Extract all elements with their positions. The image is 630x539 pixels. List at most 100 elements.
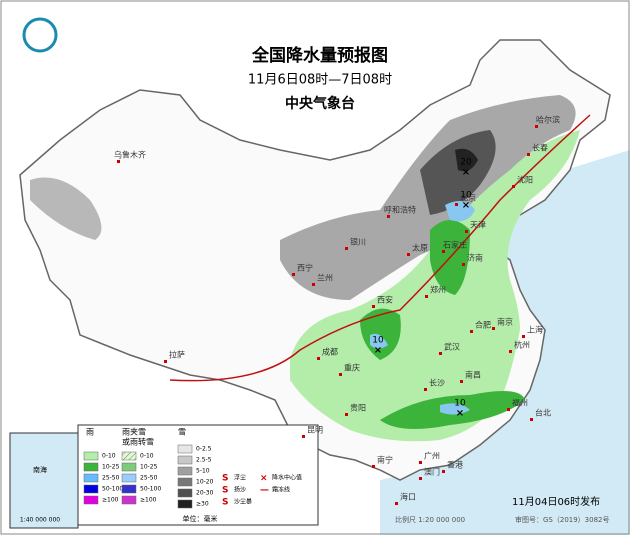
legend-subtitle: 或雨转雪 bbox=[122, 437, 154, 447]
city-label: 上海 bbox=[527, 325, 543, 335]
city-label: 乌鲁木齐 bbox=[114, 150, 146, 160]
center-marker: × bbox=[462, 167, 470, 178]
logo bbox=[22, 17, 58, 53]
legend-label: 10-25 bbox=[140, 464, 158, 471]
city-label: 广州 bbox=[424, 451, 440, 461]
legend-label: 50-100 bbox=[140, 486, 161, 493]
legend-swatch bbox=[83, 484, 99, 494]
city-dot bbox=[312, 283, 315, 286]
legend-label: 0-10 bbox=[140, 453, 154, 460]
city-label: 成都 bbox=[322, 347, 338, 357]
legend-swatch bbox=[121, 451, 137, 461]
city-dot bbox=[507, 408, 510, 411]
city-dot bbox=[339, 373, 342, 376]
city-label: 哈尔滨 bbox=[536, 115, 560, 125]
city-dot bbox=[442, 470, 445, 473]
city-label: 合肥 bbox=[475, 320, 491, 330]
legend-label: ≥100 bbox=[102, 497, 119, 504]
city-dot bbox=[425, 295, 428, 298]
city-label: 福州 bbox=[512, 399, 528, 408]
legend-swatch bbox=[121, 473, 137, 483]
rain-area bbox=[445, 201, 475, 222]
city-dot bbox=[345, 413, 348, 416]
city-dot bbox=[522, 335, 525, 338]
city-dot bbox=[419, 461, 422, 464]
city-label: 银川 bbox=[350, 237, 366, 247]
city-dot bbox=[442, 250, 445, 253]
city-dot bbox=[460, 380, 463, 383]
legend-label: 25-50 bbox=[102, 475, 120, 482]
legend-label: ≥100 bbox=[140, 497, 157, 504]
legend-box bbox=[77, 424, 319, 526]
legend-swatch bbox=[83, 451, 99, 461]
legend-label: 0-2.5 bbox=[196, 446, 212, 453]
city-label: 长沙 bbox=[429, 378, 445, 388]
rain-area bbox=[290, 130, 580, 442]
inset-map bbox=[9, 432, 79, 529]
city-dot bbox=[387, 215, 390, 218]
city-label: 呼和浩特 bbox=[384, 205, 416, 215]
snow-area bbox=[420, 130, 496, 215]
city-dot bbox=[117, 160, 120, 163]
city-label: 海口 bbox=[400, 492, 416, 502]
legend-symbol: × bbox=[260, 474, 268, 484]
legend-label: 扬沙 bbox=[234, 486, 246, 494]
legend-label: ≥30 bbox=[196, 501, 209, 508]
approval: 审图号：GS（2019）3082号 bbox=[515, 515, 610, 524]
city-label: 北京 bbox=[460, 193, 476, 203]
center-marker: × bbox=[456, 408, 464, 419]
legend-label: 沙尘暴 bbox=[234, 498, 252, 506]
legend-symbol: S bbox=[222, 486, 228, 496]
rain-area bbox=[360, 308, 401, 360]
city-dot bbox=[164, 360, 167, 363]
legend-unit: 单位：毫米 bbox=[183, 514, 218, 523]
city-label: 香港 bbox=[447, 460, 463, 470]
legend-symbol: S bbox=[222, 498, 228, 508]
legend-swatch bbox=[121, 484, 137, 494]
legend-symbol: — bbox=[260, 486, 269, 496]
legend-label: 20-30 bbox=[196, 490, 214, 497]
city-label: 兰州 bbox=[317, 273, 333, 283]
legend-swatch bbox=[83, 495, 99, 505]
legend-label: 10-25 bbox=[102, 464, 120, 471]
city-dot bbox=[492, 327, 495, 330]
scale: 比例尺 1:20 000 000 bbox=[395, 515, 465, 524]
legend-label: 10-20 bbox=[196, 479, 214, 486]
city-label: 西安 bbox=[377, 295, 393, 305]
city-label: 重庆 bbox=[344, 363, 360, 373]
city-dot bbox=[462, 263, 465, 266]
legend-swatch bbox=[177, 466, 193, 476]
city-dot bbox=[527, 153, 530, 156]
inset-scale: 1:40 000 000 bbox=[20, 517, 60, 524]
city-dot bbox=[372, 305, 375, 308]
sea bbox=[380, 150, 630, 535]
city-dot bbox=[372, 465, 375, 468]
city-dot bbox=[424, 388, 427, 391]
city-label: 贵阳 bbox=[350, 403, 366, 413]
legend-swatch bbox=[177, 444, 193, 454]
legend-swatch bbox=[177, 499, 193, 509]
city-dot bbox=[535, 125, 538, 128]
city-label: 石家庄 bbox=[443, 240, 467, 250]
rain-area bbox=[370, 333, 388, 349]
issuer: 中央气象台 bbox=[285, 95, 355, 112]
rain-area bbox=[440, 403, 470, 415]
legend-label: 25-50 bbox=[140, 475, 158, 482]
title: 全国降水量预报图 bbox=[251, 45, 388, 66]
snow-area bbox=[455, 148, 478, 172]
period: 11月6日08时—7日08时 bbox=[248, 73, 392, 88]
city-dot bbox=[345, 247, 348, 250]
city-label: 南京 bbox=[497, 317, 513, 327]
center-marker: × bbox=[374, 345, 382, 356]
legend-swatch bbox=[83, 462, 99, 472]
legend-title: 雨夹雪 bbox=[122, 427, 146, 437]
city-label: 西宁 bbox=[297, 263, 313, 273]
city-dot bbox=[407, 253, 410, 256]
legend-swatch bbox=[177, 488, 193, 498]
city-dot bbox=[439, 352, 442, 355]
issued: 11月04日06时发布 bbox=[512, 495, 600, 508]
snow-area bbox=[30, 177, 102, 240]
legend-label: 霜冻线 bbox=[272, 486, 290, 494]
city-label: 郑州 bbox=[430, 285, 446, 295]
